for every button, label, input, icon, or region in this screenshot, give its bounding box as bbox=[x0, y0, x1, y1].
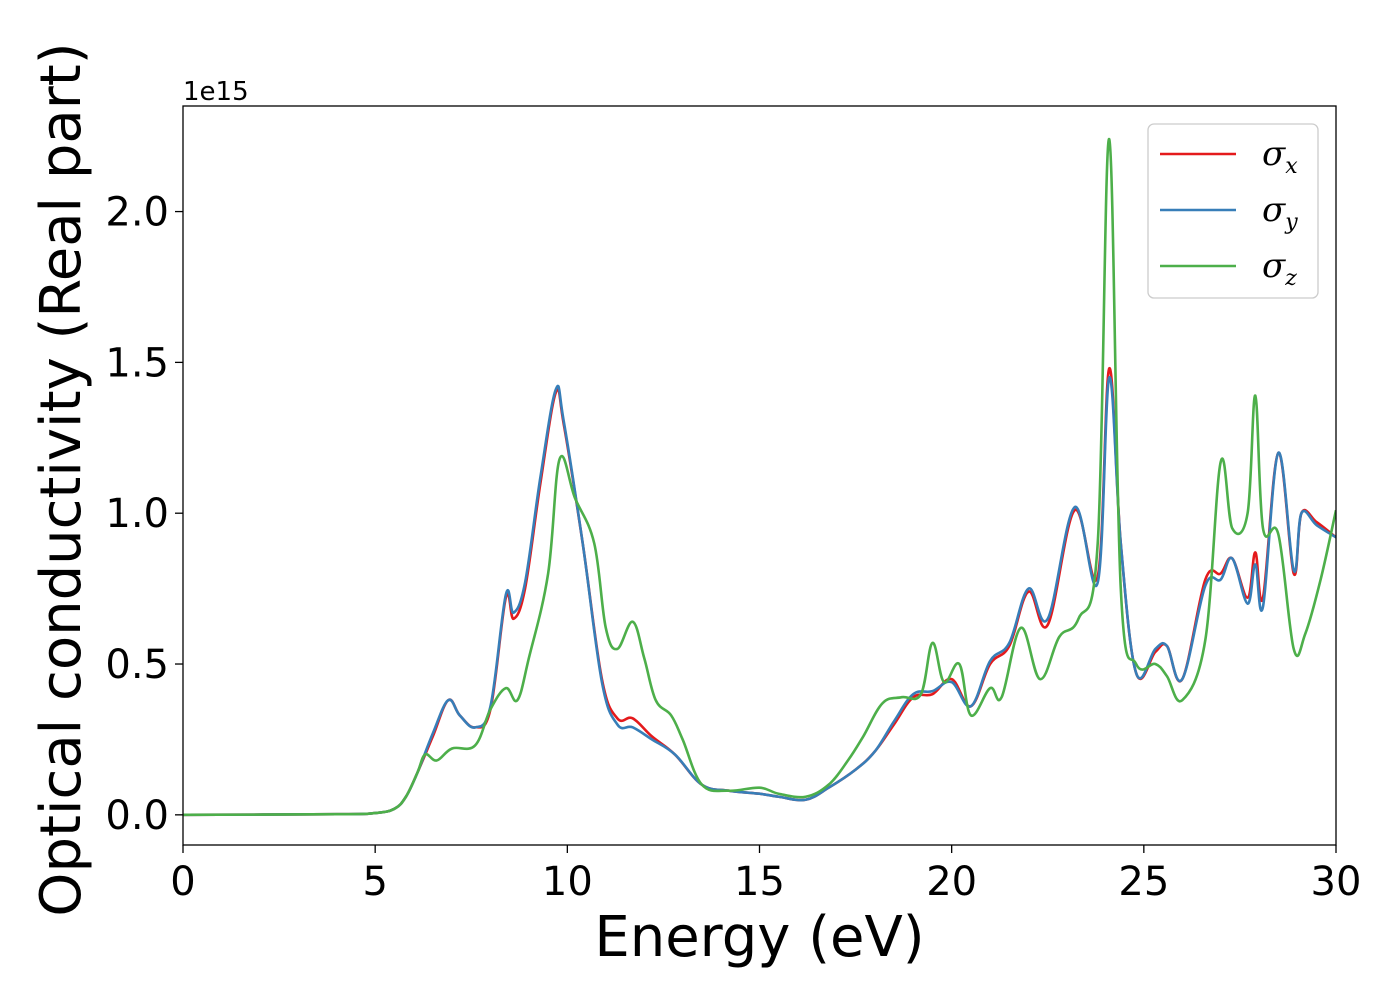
series-line-y bbox=[183, 376, 1336, 817]
x-tick-label: 10 bbox=[542, 859, 593, 905]
x-tick-label: 30 bbox=[1311, 859, 1362, 905]
x-axis-title: Energy (eV) bbox=[594, 905, 924, 970]
x-tick-label: 20 bbox=[926, 859, 977, 905]
x-tick-label: 25 bbox=[1118, 859, 1169, 905]
y-tick-label: 1.5 bbox=[105, 340, 169, 386]
legend-label-x: σx bbox=[1262, 134, 1298, 179]
legend: σx σy σz bbox=[1147, 123, 1319, 299]
legend-label-y: σy bbox=[1262, 190, 1298, 235]
x-tick-label: 5 bbox=[362, 859, 387, 905]
y-axis-title: Optical conductivity (Real part) bbox=[29, 42, 94, 916]
y-offset-label: 1e15 bbox=[183, 77, 249, 107]
y-axis: 0.0 0.5 1.0 1.5 2.0 bbox=[105, 190, 183, 839]
series-line-z bbox=[183, 137, 1336, 817]
x-tick-label: 0 bbox=[170, 859, 195, 905]
y-tick-label: 0.0 bbox=[105, 793, 169, 839]
y-tick-label: 2.0 bbox=[105, 190, 169, 236]
y-tick-label: 0.5 bbox=[105, 642, 169, 688]
legend-label-z: σz bbox=[1262, 246, 1297, 291]
y-tick-label: 1.0 bbox=[105, 491, 169, 537]
series-line-x bbox=[183, 367, 1336, 817]
x-tick-label: 15 bbox=[734, 859, 785, 905]
x-axis: 0 5 10 15 20 25 30 bbox=[170, 845, 1361, 905]
series-layer bbox=[183, 137, 1336, 817]
